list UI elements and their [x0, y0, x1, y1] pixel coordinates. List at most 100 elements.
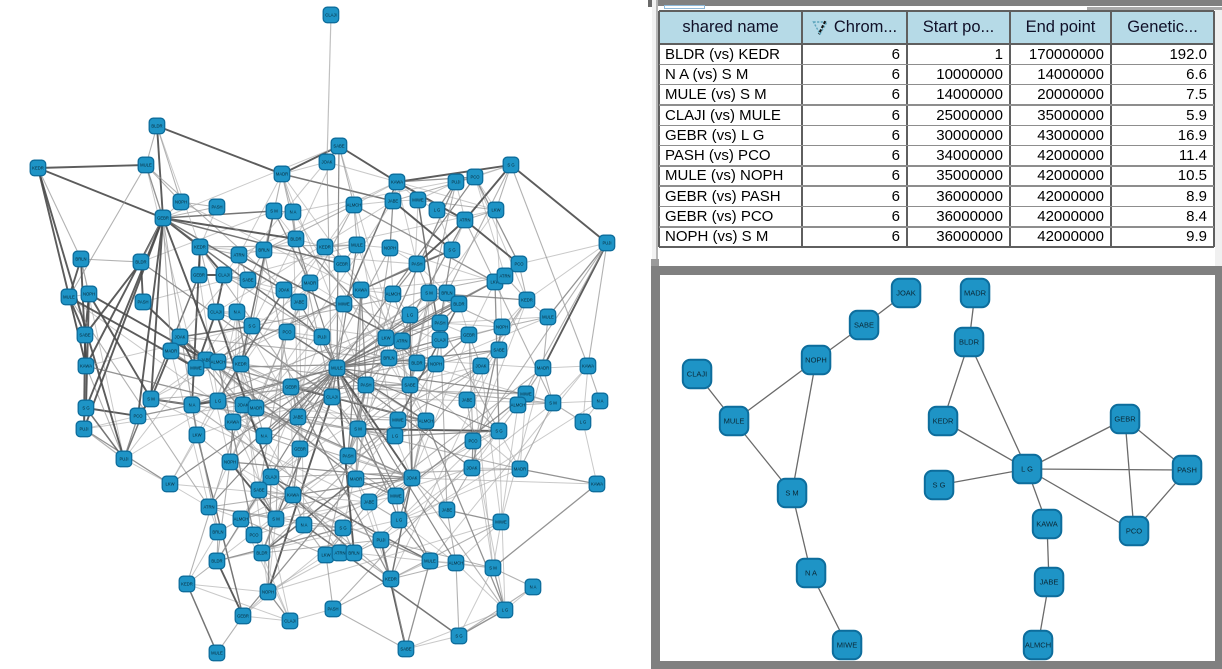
- svg-text:MULE: MULE: [351, 243, 363, 248]
- svg-text:N A: N A: [234, 310, 241, 315]
- svg-text:MADR: MADR: [250, 406, 262, 411]
- svg-text:BLDR: BLDR: [151, 124, 162, 129]
- svg-text:PUJI: PUJI: [376, 538, 385, 543]
- svg-text:BRLN: BRLN: [441, 291, 452, 296]
- svg-text:JABE: JABE: [442, 508, 453, 513]
- svg-text:KAWA: KAWA: [582, 364, 594, 369]
- svg-text:SABE: SABE: [493, 348, 504, 353]
- svg-text:MADR: MADR: [165, 349, 177, 354]
- svg-text:L G: L G: [215, 399, 222, 404]
- svg-text:PASH: PASH: [211, 205, 222, 210]
- svg-text:GEBR: GEBR: [237, 614, 249, 619]
- svg-text:ALMCH: ALMCH: [449, 561, 464, 566]
- svg-text:ALMCH: ALMCH: [1025, 641, 1051, 650]
- svg-text:GEBR: GEBR: [285, 385, 297, 390]
- svg-text:CLAJI: CLAJI: [434, 338, 445, 343]
- svg-text:N A: N A: [261, 434, 268, 439]
- svg-text:N A: N A: [805, 569, 817, 578]
- svg-text:S M: S M: [549, 401, 557, 406]
- svg-text:JOAK: JOAK: [279, 288, 290, 293]
- svg-text:N A: N A: [290, 210, 297, 215]
- svg-text:BLDR: BLDR: [211, 559, 222, 564]
- svg-text:SABE: SABE: [333, 144, 344, 149]
- svg-text:MULE: MULE: [542, 315, 554, 320]
- svg-text:S M: S M: [489, 566, 497, 571]
- svg-text:JOAK: JOAK: [175, 335, 186, 340]
- svg-text:N A: N A: [530, 585, 537, 590]
- svg-text:PCO: PCO: [249, 533, 259, 538]
- svg-text:SABE: SABE: [253, 488, 264, 493]
- svg-text:PCO: PCO: [133, 414, 143, 419]
- svg-text:MULE: MULE: [724, 417, 745, 426]
- svg-text:PASH: PASH: [342, 454, 353, 459]
- svg-text:MIWE: MIWE: [190, 366, 202, 371]
- svg-text:S G: S G: [248, 324, 255, 329]
- svg-text:KEDR: KEDR: [933, 417, 954, 426]
- svg-text:S G: S G: [495, 429, 502, 434]
- svg-text:JABE: JABE: [293, 415, 304, 420]
- svg-text:N A: N A: [301, 523, 308, 528]
- svg-text:BRLN: BRLN: [383, 356, 394, 361]
- svg-text:KEDR: KEDR: [385, 577, 397, 582]
- svg-text:PCO: PCO: [1126, 527, 1142, 536]
- svg-text:JOAK: JOAK: [322, 160, 333, 165]
- svg-text:NOPH: NOPH: [175, 200, 187, 205]
- svg-text:S M: S M: [785, 489, 798, 498]
- svg-text:KEDR: KEDR: [194, 245, 206, 250]
- svg-text:MULE: MULE: [424, 559, 436, 564]
- svg-text:NOPH: NOPH: [384, 246, 396, 251]
- svg-text:PASH: PASH: [137, 300, 148, 305]
- svg-text:N A: N A: [189, 403, 196, 408]
- svg-text:NOPH: NOPH: [262, 590, 274, 595]
- svg-text:BRLN: BRLN: [348, 551, 359, 556]
- svg-text:JABE: JABE: [462, 398, 473, 403]
- svg-text:BLDR: BLDR: [135, 260, 146, 265]
- svg-text:MADR: MADR: [964, 289, 987, 298]
- svg-text:MIWE: MIWE: [495, 520, 507, 525]
- svg-text:LKW: LKW: [381, 336, 390, 341]
- svg-text:BRLN: BRLN: [75, 257, 86, 262]
- svg-text:PCO: PCO: [468, 439, 478, 444]
- svg-text:ATRN: ATRN: [233, 253, 244, 258]
- svg-text:JOAK: JOAK: [238, 403, 249, 408]
- svg-text:CLAJI: CLAJI: [265, 475, 276, 480]
- svg-text:PASH: PASH: [327, 607, 338, 612]
- svg-text:BLDR: BLDR: [959, 338, 980, 347]
- svg-text:BLDR: BLDR: [411, 361, 422, 366]
- svg-text:S G: S G: [82, 406, 89, 411]
- svg-text:NOPH: NOPH: [805, 356, 827, 365]
- svg-text:ATRN: ATRN: [499, 274, 510, 279]
- svg-text:BLDR: BLDR: [453, 302, 464, 307]
- svg-text:N A: N A: [597, 399, 604, 404]
- svg-text:KEDR: KEDR: [32, 166, 44, 171]
- svg-text:CLAJI: CLAJI: [218, 273, 229, 278]
- svg-text:SABE: SABE: [400, 647, 411, 652]
- svg-text:PASH: PASH: [360, 383, 371, 388]
- svg-text:S M: S M: [425, 291, 433, 296]
- svg-text:PUJI: PUJI: [119, 457, 128, 462]
- svg-text:PUJI: PUJI: [317, 335, 326, 340]
- svg-text:PUJI: PUJI: [451, 180, 460, 185]
- svg-text:SABE: SABE: [79, 333, 90, 338]
- svg-text:GEBR: GEBR: [463, 333, 475, 338]
- svg-text:S M: S M: [354, 427, 362, 432]
- svg-text:PASH: PASH: [411, 262, 422, 267]
- svg-text:L G: L G: [434, 208, 441, 213]
- svg-text:PASH: PASH: [1177, 466, 1197, 475]
- svg-text:LKW: LKW: [321, 553, 330, 558]
- svg-text:MIWE: MIWE: [390, 494, 402, 499]
- svg-text:ATRN: ATRN: [203, 505, 214, 510]
- svg-text:L G: L G: [580, 420, 587, 425]
- svg-text:KEDR: KEDR: [235, 362, 247, 367]
- svg-text:NOPH: NOPH: [496, 325, 508, 330]
- svg-text:KEDR: KEDR: [319, 245, 331, 250]
- svg-text:MADR: MADR: [304, 281, 316, 286]
- svg-text:KAWA: KAWA: [1036, 520, 1058, 529]
- svg-text:ALMCH: ALMCH: [511, 403, 526, 408]
- svg-text:S G: S G: [507, 163, 514, 168]
- svg-text:KAWA: KAWA: [287, 493, 299, 498]
- svg-text:PASH: PASH: [434, 321, 445, 326]
- svg-text:KAWA: KAWA: [80, 364, 92, 369]
- svg-text:S M: S M: [270, 209, 278, 214]
- svg-text:ALMCH: ALMCH: [419, 419, 434, 424]
